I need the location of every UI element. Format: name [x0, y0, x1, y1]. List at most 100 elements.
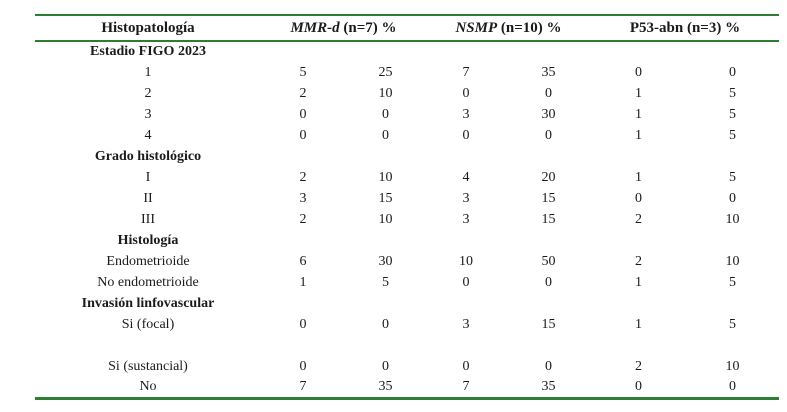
cell-value: 2: [635, 211, 642, 227]
cell-value: [591, 146, 686, 167]
cell-value: 0: [299, 106, 307, 122]
cell-value: 0: [382, 358, 389, 374]
cell-value: [506, 293, 591, 314]
cell-value: 7: [462, 64, 470, 80]
cell-value: [686, 335, 779, 356]
header-histopathology: Histopatología: [101, 19, 195, 36]
header-nsmp-suffix: (n=10) %: [500, 19, 562, 36]
cell-value: 1: [299, 274, 307, 290]
histopathology-table: Histopatología MMR-d (n=7) % NSMP (n=10) %…: [35, 14, 779, 400]
cell-value: 10: [378, 85, 393, 101]
section-row: Histología: [35, 230, 779, 251]
data-row: 2 2 10 0 0 1 5: [35, 83, 779, 104]
data-row: II 3 15 3 15 0 0: [35, 188, 779, 209]
cell-value: 0: [382, 106, 389, 122]
row-label: 3: [144, 106, 152, 122]
cell-value: 5: [729, 85, 736, 101]
cell-value: 3: [462, 106, 470, 122]
cell-value: 0: [635, 190, 642, 206]
cell-value: 20: [541, 169, 556, 185]
cell-value: 5: [729, 274, 736, 290]
cell-value: 0: [462, 274, 470, 290]
cell-value: 10: [725, 211, 740, 227]
cell-value: 6: [299, 253, 307, 269]
cell-value: 0: [729, 64, 736, 80]
cell-value: [345, 335, 426, 356]
cell-value: 1: [635, 274, 642, 290]
cell-value: [591, 230, 686, 251]
cell-value: [686, 293, 779, 314]
header-row: Histopatología MMR-d (n=7) % NSMP (n=10) %…: [35, 15, 779, 41]
row-label: Endometrioide: [106, 253, 190, 269]
cell-value: 4: [462, 169, 470, 185]
row-label: Grado histológico: [94, 148, 202, 164]
cell-value: 0: [545, 85, 552, 101]
cell-value: [591, 41, 686, 62]
cell-value: 3: [462, 190, 470, 206]
table-header: Histopatología MMR-d (n=7) % NSMP (n=10) %…: [35, 15, 779, 41]
cell-value: [261, 146, 345, 167]
cell-value: 2: [299, 169, 307, 185]
data-row: Si (focal) 0 0 3 15 1 5: [35, 314, 779, 335]
cell-value: [686, 230, 779, 251]
row-label: 1: [144, 64, 152, 80]
row-label: Histología: [117, 232, 179, 248]
cell-value: 5: [729, 316, 736, 332]
cell-value: [591, 293, 686, 314]
data-row: Endometrioide 6 30 10 50 2 10: [35, 251, 779, 272]
cell-value: 1: [635, 316, 642, 332]
cell-value: 0: [462, 127, 470, 143]
cell-value: 2: [299, 85, 307, 101]
data-row: III 2 10 3 15 2 10: [35, 209, 779, 230]
row-label: II: [143, 190, 153, 206]
cell-value: 0: [299, 358, 307, 374]
cell-value: [591, 335, 686, 356]
header-mmrd: MMR-d (n=7) %: [261, 15, 426, 41]
data-row: No endometrioide 1 5 0 0 1 5: [35, 272, 779, 293]
cell-value: 2: [635, 358, 642, 374]
row-label: Invasión linfovascular: [81, 295, 215, 311]
cell-value: 5: [729, 169, 736, 185]
cell-value: 1: [635, 127, 642, 143]
cell-value: 15: [378, 190, 393, 206]
row-label: 4: [144, 127, 152, 143]
cell-value: 0: [462, 85, 470, 101]
cell-value: 0: [635, 64, 642, 80]
cell-value: [506, 335, 591, 356]
cell-value: 10: [725, 253, 740, 269]
cell-value: 35: [541, 378, 556, 394]
cell-value: [426, 293, 506, 314]
cell-value: [426, 230, 506, 251]
row-label: Si (focal): [121, 316, 175, 332]
cell-value: 15: [541, 316, 556, 332]
row-label: 2: [144, 85, 152, 101]
cell-value: 5: [299, 64, 307, 80]
header-mmrd-name: MMR-d: [290, 19, 340, 36]
row-label: No endometrioide: [97, 274, 199, 290]
cell-value: 0: [545, 274, 552, 290]
cell-value: 1: [635, 169, 642, 185]
cell-value: 3: [462, 211, 470, 227]
cell-value: [686, 41, 779, 62]
cell-value: 0: [299, 316, 307, 332]
spacer-row: [35, 335, 779, 356]
section-row: Grado histológico: [35, 146, 779, 167]
row-label: III: [141, 211, 155, 227]
cell-value: 10: [725, 358, 740, 374]
data-row: 3 0 0 3 30 1 5: [35, 104, 779, 125]
row-label: I: [145, 169, 151, 185]
data-row: I 2 10 4 20 1 5: [35, 167, 779, 188]
header-nsmp-name: NSMP: [455, 19, 498, 36]
header-p53: P53-abn (n=3) %: [629, 19, 741, 36]
cell-value: [426, 146, 506, 167]
cell-value: 35: [541, 64, 556, 80]
header-mmrd-suffix: (n=7) %: [343, 19, 397, 36]
cell-value: 3: [299, 190, 307, 206]
cell-value: 5: [382, 274, 389, 290]
section-row: Invasión linfovascular: [35, 293, 779, 314]
data-row: No 7 35 7 35 0 0: [35, 377, 779, 398]
row-label: No: [139, 378, 157, 394]
data-row: 1 5 25 7 35 0 0: [35, 62, 779, 83]
cell-value: 1: [635, 106, 642, 122]
cell-value: 5: [729, 127, 736, 143]
